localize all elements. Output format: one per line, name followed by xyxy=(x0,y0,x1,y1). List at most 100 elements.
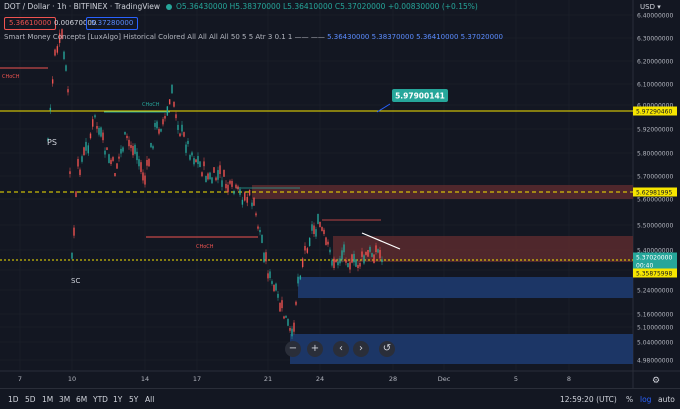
candle-body xyxy=(229,180,231,184)
candle-body xyxy=(98,127,100,135)
candle-body xyxy=(217,170,219,180)
candle-body xyxy=(263,252,265,263)
bullish-order-block-mid xyxy=(298,277,633,298)
price-axis[interactable]: 6.40000000 6.30000000 6.20000000 6.10000000… xyxy=(637,13,673,365)
price-tick: 5.04000000 xyxy=(637,340,673,347)
scroll-right-button[interactable]: › xyxy=(353,341,369,357)
candle-body xyxy=(168,99,171,105)
candle-body xyxy=(144,175,146,185)
range-1m[interactable]: 1M xyxy=(42,395,54,404)
clock-time[interactable]: 12:59:20 (UTC) xyxy=(560,395,617,404)
price-callout-box[interactable] xyxy=(392,89,448,102)
market-status-icon xyxy=(166,4,173,10)
sell-price-button[interactable]: 5.36610000 xyxy=(4,17,57,30)
bottom-toolbar: 1D 5D 1M 3M 6M YTD 1Y 5Y All 12:59:20 (U… xyxy=(0,388,680,409)
range-6m[interactable]: 6M xyxy=(76,395,88,404)
candle-body xyxy=(301,258,304,267)
candle-body xyxy=(96,126,98,129)
candle-body xyxy=(375,245,377,253)
auto-toggle[interactable]: auto xyxy=(658,395,675,404)
candle-body xyxy=(355,259,357,267)
candle-body xyxy=(349,262,351,270)
indicator-legend[interactable]: Smart Money Concepts [LuxAlgo] Historica… xyxy=(4,33,503,41)
candle-body xyxy=(325,237,327,245)
price-label-box xyxy=(633,106,677,116)
symbol-title[interactable]: DOT / Dollar · 1h · BITFINEX · TradingVi… xyxy=(4,2,161,11)
price-callout-text: 5.97900141 xyxy=(395,92,445,101)
price-tick: 6.10000000 xyxy=(637,82,673,89)
candle-body xyxy=(191,152,193,156)
range-1y[interactable]: 1Y xyxy=(113,395,123,404)
indicator-settings: Historical Colored All All All All 50 5 … xyxy=(123,33,293,41)
candle-body xyxy=(365,251,367,255)
range-1d[interactable]: 1D xyxy=(8,395,19,404)
candle-body xyxy=(201,172,203,177)
candle-body xyxy=(225,183,227,189)
candle-body xyxy=(283,316,285,319)
candle-body xyxy=(219,165,221,175)
candle-body xyxy=(235,184,237,188)
candle-body xyxy=(308,237,311,246)
candle-body xyxy=(100,127,102,137)
currency-label[interactable]: USD ▾ xyxy=(640,3,661,11)
candle-body xyxy=(304,245,306,251)
candle-body xyxy=(71,252,73,259)
indicator-values: 5.36430000 5.38370000 5.36410000 5.37020… xyxy=(327,33,503,41)
candle-body xyxy=(65,65,67,71)
candle-body xyxy=(79,169,81,176)
percent-toggle[interactable]: % xyxy=(626,395,634,404)
zoom-in-button[interactable]: + xyxy=(307,341,323,357)
candle-body xyxy=(120,148,122,154)
candle-body xyxy=(293,322,295,332)
indicator-name[interactable]: Smart Money Concepts [LuxAlgo] xyxy=(4,33,121,41)
sc-label: SC xyxy=(71,277,80,285)
candle-body xyxy=(142,172,144,181)
candle-body xyxy=(69,171,71,174)
price-tick: 5.24000000 xyxy=(637,288,673,295)
chart-navigation: − + ‹ › ↺ xyxy=(285,339,403,359)
ps-label: PS xyxy=(47,138,57,147)
candle-body xyxy=(289,328,291,331)
candle-body xyxy=(329,249,331,253)
candle-body xyxy=(237,186,239,190)
time-tick: 8 xyxy=(567,375,571,383)
candle-body xyxy=(335,259,337,263)
range-5y[interactable]: 5Y xyxy=(129,395,139,404)
candle-body xyxy=(173,101,175,107)
candle-body xyxy=(377,249,379,253)
range-all[interactable]: All xyxy=(145,395,155,404)
range-ytd[interactable]: YTD xyxy=(93,395,108,404)
candle-body xyxy=(248,190,251,196)
scroll-left-button[interactable]: ‹ xyxy=(333,341,349,357)
reset-chart-button[interactable]: ↺ xyxy=(379,341,395,357)
range-5d[interactable]: 5D xyxy=(25,395,36,404)
candle-body xyxy=(87,145,89,154)
candle-body xyxy=(287,318,289,326)
price-tick: 6.40000000 xyxy=(637,13,673,20)
choch-label-2: CHoCH xyxy=(142,102,160,108)
price-tick: 5.40000000 xyxy=(637,248,673,255)
price-axis-labels: 5.97290460 5.62981995 5.3702000000:405.358… xyxy=(633,106,677,278)
candle-body xyxy=(152,146,154,149)
candle-body xyxy=(253,197,255,206)
settings-gear-icon[interactable]: ⚙ xyxy=(652,376,660,386)
candle-body xyxy=(102,132,104,141)
candle-body xyxy=(255,213,257,216)
range-3m[interactable]: 3M xyxy=(59,395,71,404)
zoom-out-button[interactable]: − xyxy=(285,341,301,357)
buy-price-button[interactable]: 5.37280000 xyxy=(86,17,139,30)
price-label-box xyxy=(633,187,677,197)
time-axis[interactable]: 7 10 14 17 21 24 28 Dec 5 8 xyxy=(18,375,571,383)
candle-body xyxy=(313,225,315,234)
candle-body xyxy=(179,133,181,137)
candle-body xyxy=(257,226,259,229)
time-tick: Dec xyxy=(438,375,451,383)
candle-body xyxy=(315,229,317,237)
candle-body xyxy=(154,123,156,127)
price-label-box xyxy=(633,260,677,270)
price-tick: 5.80000000 xyxy=(637,151,673,158)
trend-line[interactable] xyxy=(361,232,401,250)
candle-body xyxy=(134,144,136,154)
log-toggle[interactable]: log xyxy=(640,395,652,404)
